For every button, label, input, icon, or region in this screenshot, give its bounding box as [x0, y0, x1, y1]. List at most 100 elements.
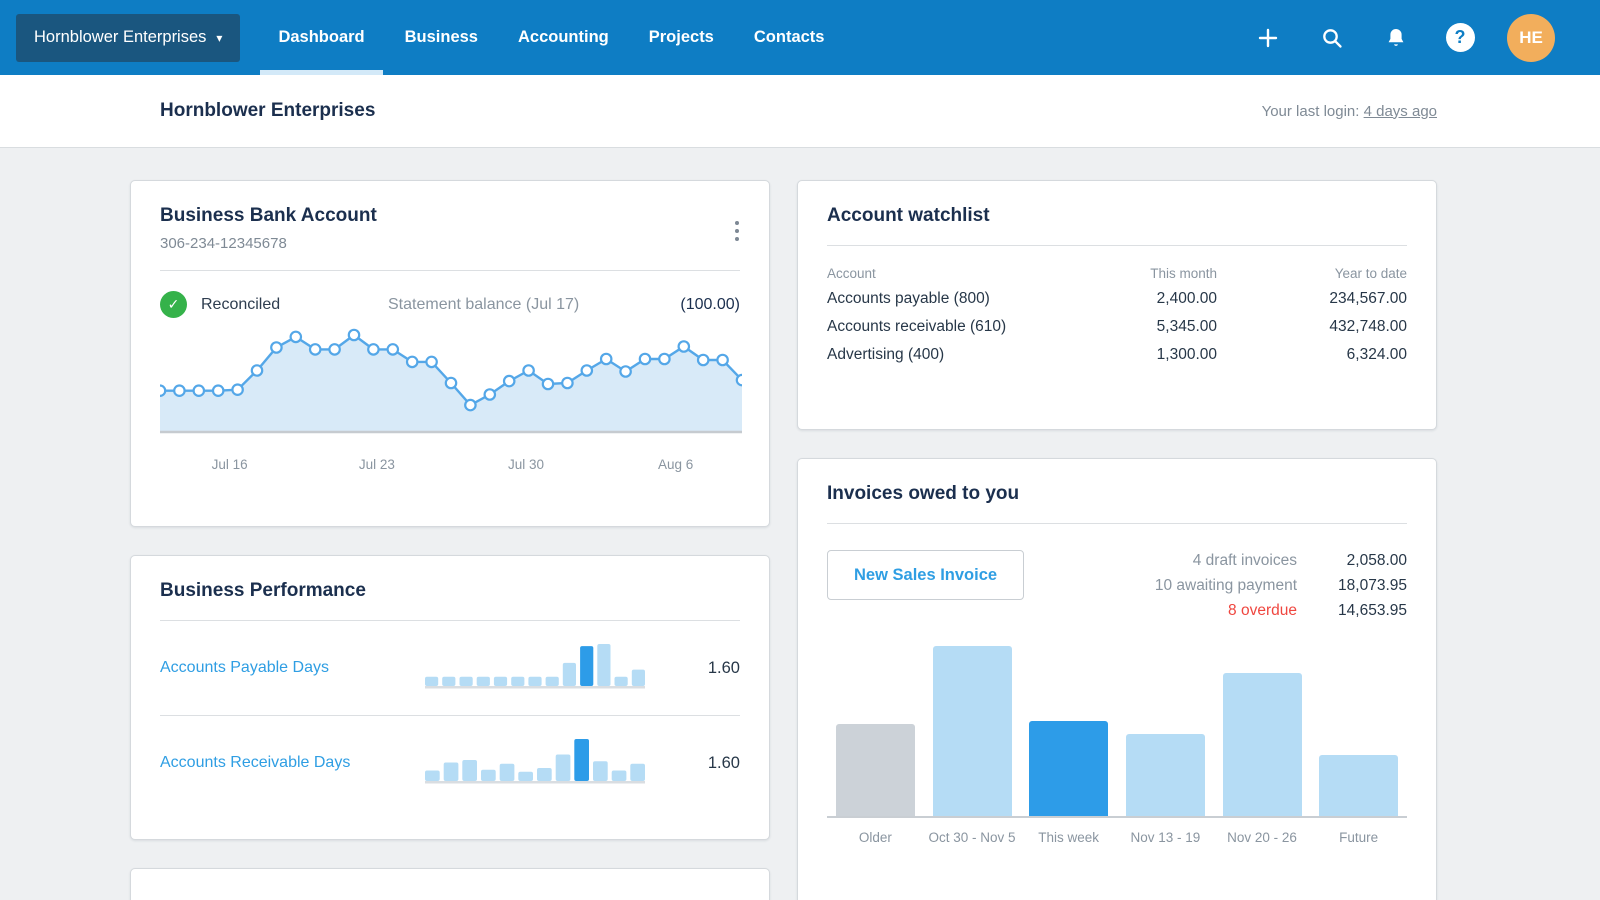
bank-balance-chart [153, 328, 749, 445]
data-point-marker [328, 343, 341, 356]
search-button[interactable] [1315, 21, 1349, 55]
accounts-receivable-days-link[interactable]: Accounts Receivable Days [160, 754, 351, 771]
statement-balance-label: Statement balance (Jul 17) [388, 295, 580, 313]
invoice-bar [1125, 734, 1205, 816]
watchlist-row: Accounts payable (800) 2,400.00 234,567.… [827, 290, 1407, 307]
sparkline-bar [537, 767, 552, 781]
invoice-bar [835, 724, 915, 816]
invoice-bar [1029, 721, 1109, 816]
nav-item-projects[interactable]: Projects [648, 28, 714, 46]
col-year-to-date: Year to date [1334, 266, 1407, 281]
statement-balance-value: (100.00) [680, 295, 740, 313]
bank-account-number: 306-234-12345678 [160, 235, 287, 252]
data-point-marker [580, 364, 594, 377]
invoice-bar [1222, 673, 1302, 816]
accounts-payable-days-link[interactable]: Accounts Payable Days [160, 659, 329, 676]
x-axis-label: Jul 16 [211, 457, 248, 472]
plus-icon [1258, 28, 1278, 47]
summary-overdue: 8 overdue 14,653.95 [1228, 602, 1407, 619]
help-button[interactable]: ? [1443, 21, 1477, 55]
watchlist-header-row: Account This month Year to date [827, 262, 1407, 285]
sparkline-bar [462, 759, 477, 781]
sparkline-bar [499, 763, 515, 781]
invoice-bar-label: Nov 13 - 19 [1130, 830, 1201, 845]
data-point-marker [425, 355, 438, 369]
nav-item-dashboard[interactable]: Dashboard [258, 0, 384, 75]
notifications-button[interactable] [1379, 21, 1413, 55]
nav-item-business[interactable]: Business [404, 28, 478, 46]
data-point-marker [502, 374, 516, 388]
business-performance-card: Business Performance Accounts Payable Da… [130, 555, 770, 840]
help-icon: ? [1445, 23, 1475, 52]
sparkline-bar [481, 769, 496, 781]
x-axis-label: Jul 23 [358, 457, 395, 472]
performance-card-title: Business Performance [160, 580, 366, 601]
invoice-bar-label: Future [1339, 830, 1379, 845]
sparkline-bar [611, 770, 627, 781]
x-axis-label: Jul 30 [507, 457, 544, 472]
data-point-marker [289, 330, 303, 344]
new-sales-invoice-button[interactable]: New Sales Invoice [827, 550, 1025, 600]
data-point-marker [308, 343, 322, 356]
receivable-days-sparkline [421, 736, 649, 791]
invoice-bar [1319, 755, 1399, 816]
data-point-marker [483, 388, 497, 401]
invoices-chart-bars [827, 644, 1407, 816]
invoice-bar-column [1117, 644, 1214, 816]
bank-status-row: ✓ Reconciled Statement balance (Jul 17) … [160, 291, 740, 318]
invoices-chart-axis [827, 816, 1407, 818]
data-point-marker [405, 355, 419, 369]
sparkline-bar [593, 760, 608, 781]
nav-item-accounting[interactable]: Accounting [518, 28, 609, 46]
sparkline-bar [562, 662, 576, 686]
invoices-chart-labels: Older Oct 30 - Nov 5 This week Nov 13 - 19 N… [827, 830, 1407, 845]
col-this-month: This month [1150, 266, 1217, 281]
last-login-link[interactable]: 4 days ago [1363, 102, 1437, 120]
sparkline-bar [580, 645, 594, 686]
partially-visible-card [130, 868, 770, 900]
invoice-bar [932, 646, 1012, 816]
user-avatar[interactable]: HE [1507, 13, 1555, 62]
sparkline-bar [476, 676, 490, 686]
watchlist-row: Accounts receivable (610) 5,345.00 432,7… [827, 318, 1407, 335]
last-login: Your last login: 4 days ago [1261, 102, 1437, 120]
dashboard-content: Business Bank Account 306-234-12345678 ✓… [0, 148, 1600, 900]
col-account: Account [827, 266, 876, 281]
add-new-button[interactable] [1251, 21, 1285, 55]
top-navigation-bar: Hornblower Enterprises ▾ Dashboard Busin… [0, 0, 1600, 75]
invoice-bar-column [1310, 644, 1407, 816]
sparkline-bar [555, 754, 571, 781]
data-point-marker [735, 373, 749, 387]
data-point-marker [619, 365, 632, 378]
payable-days-sparkline [421, 641, 649, 696]
invoice-bar-column [1020, 644, 1117, 816]
data-point-marker [541, 377, 555, 391]
org-switcher-dropdown[interactable]: Hornblower Enterprises ▾ [16, 13, 241, 62]
x-axis-label: Aug 6 [657, 457, 694, 472]
invoice-top-row: New Sales Invoice 4 draft invoices 2,058… [827, 550, 1407, 620]
invoices-chart: Older Oct 30 - Nov 5 This week Nov 13 - 19 N… [827, 644, 1407, 845]
bank-chart-x-labels: Jul 16 Jul 23 Jul 30 Aug 6 [160, 457, 740, 477]
data-point-marker [658, 352, 671, 366]
watchlist-card-title: Account watchlist [827, 205, 990, 226]
nav-item-contacts[interactable]: Contacts [753, 28, 825, 46]
receivable-days-value: 1.60 [707, 753, 740, 772]
data-point-marker [696, 353, 710, 367]
payable-days-value: 1.60 [707, 658, 740, 677]
data-point-marker [173, 384, 186, 397]
summary-awaiting: 10 awaiting payment 18,073.95 [1154, 577, 1407, 594]
summary-draft: 4 draft invoices 2,058.00 [1192, 552, 1407, 569]
search-icon [1323, 28, 1342, 48]
page-header: Hornblower Enterprises Your last login: … [0, 75, 1600, 148]
data-point-marker [444, 376, 458, 390]
bell-icon [1388, 28, 1404, 46]
data-point-marker [599, 352, 613, 366]
watchlist-table: Account This month Year to date Accounts… [827, 262, 1407, 369]
invoice-bar-label: Older [858, 830, 892, 845]
data-point-marker [153, 384, 167, 397]
invoice-bar-label: Oct 30 - Nov 5 [928, 830, 1016, 845]
sparkline-bar [518, 771, 533, 781]
page-title: Hornblower Enterprises [160, 100, 376, 121]
kebab-menu-icon[interactable] [729, 215, 745, 247]
sparkline-bar [630, 763, 645, 781]
